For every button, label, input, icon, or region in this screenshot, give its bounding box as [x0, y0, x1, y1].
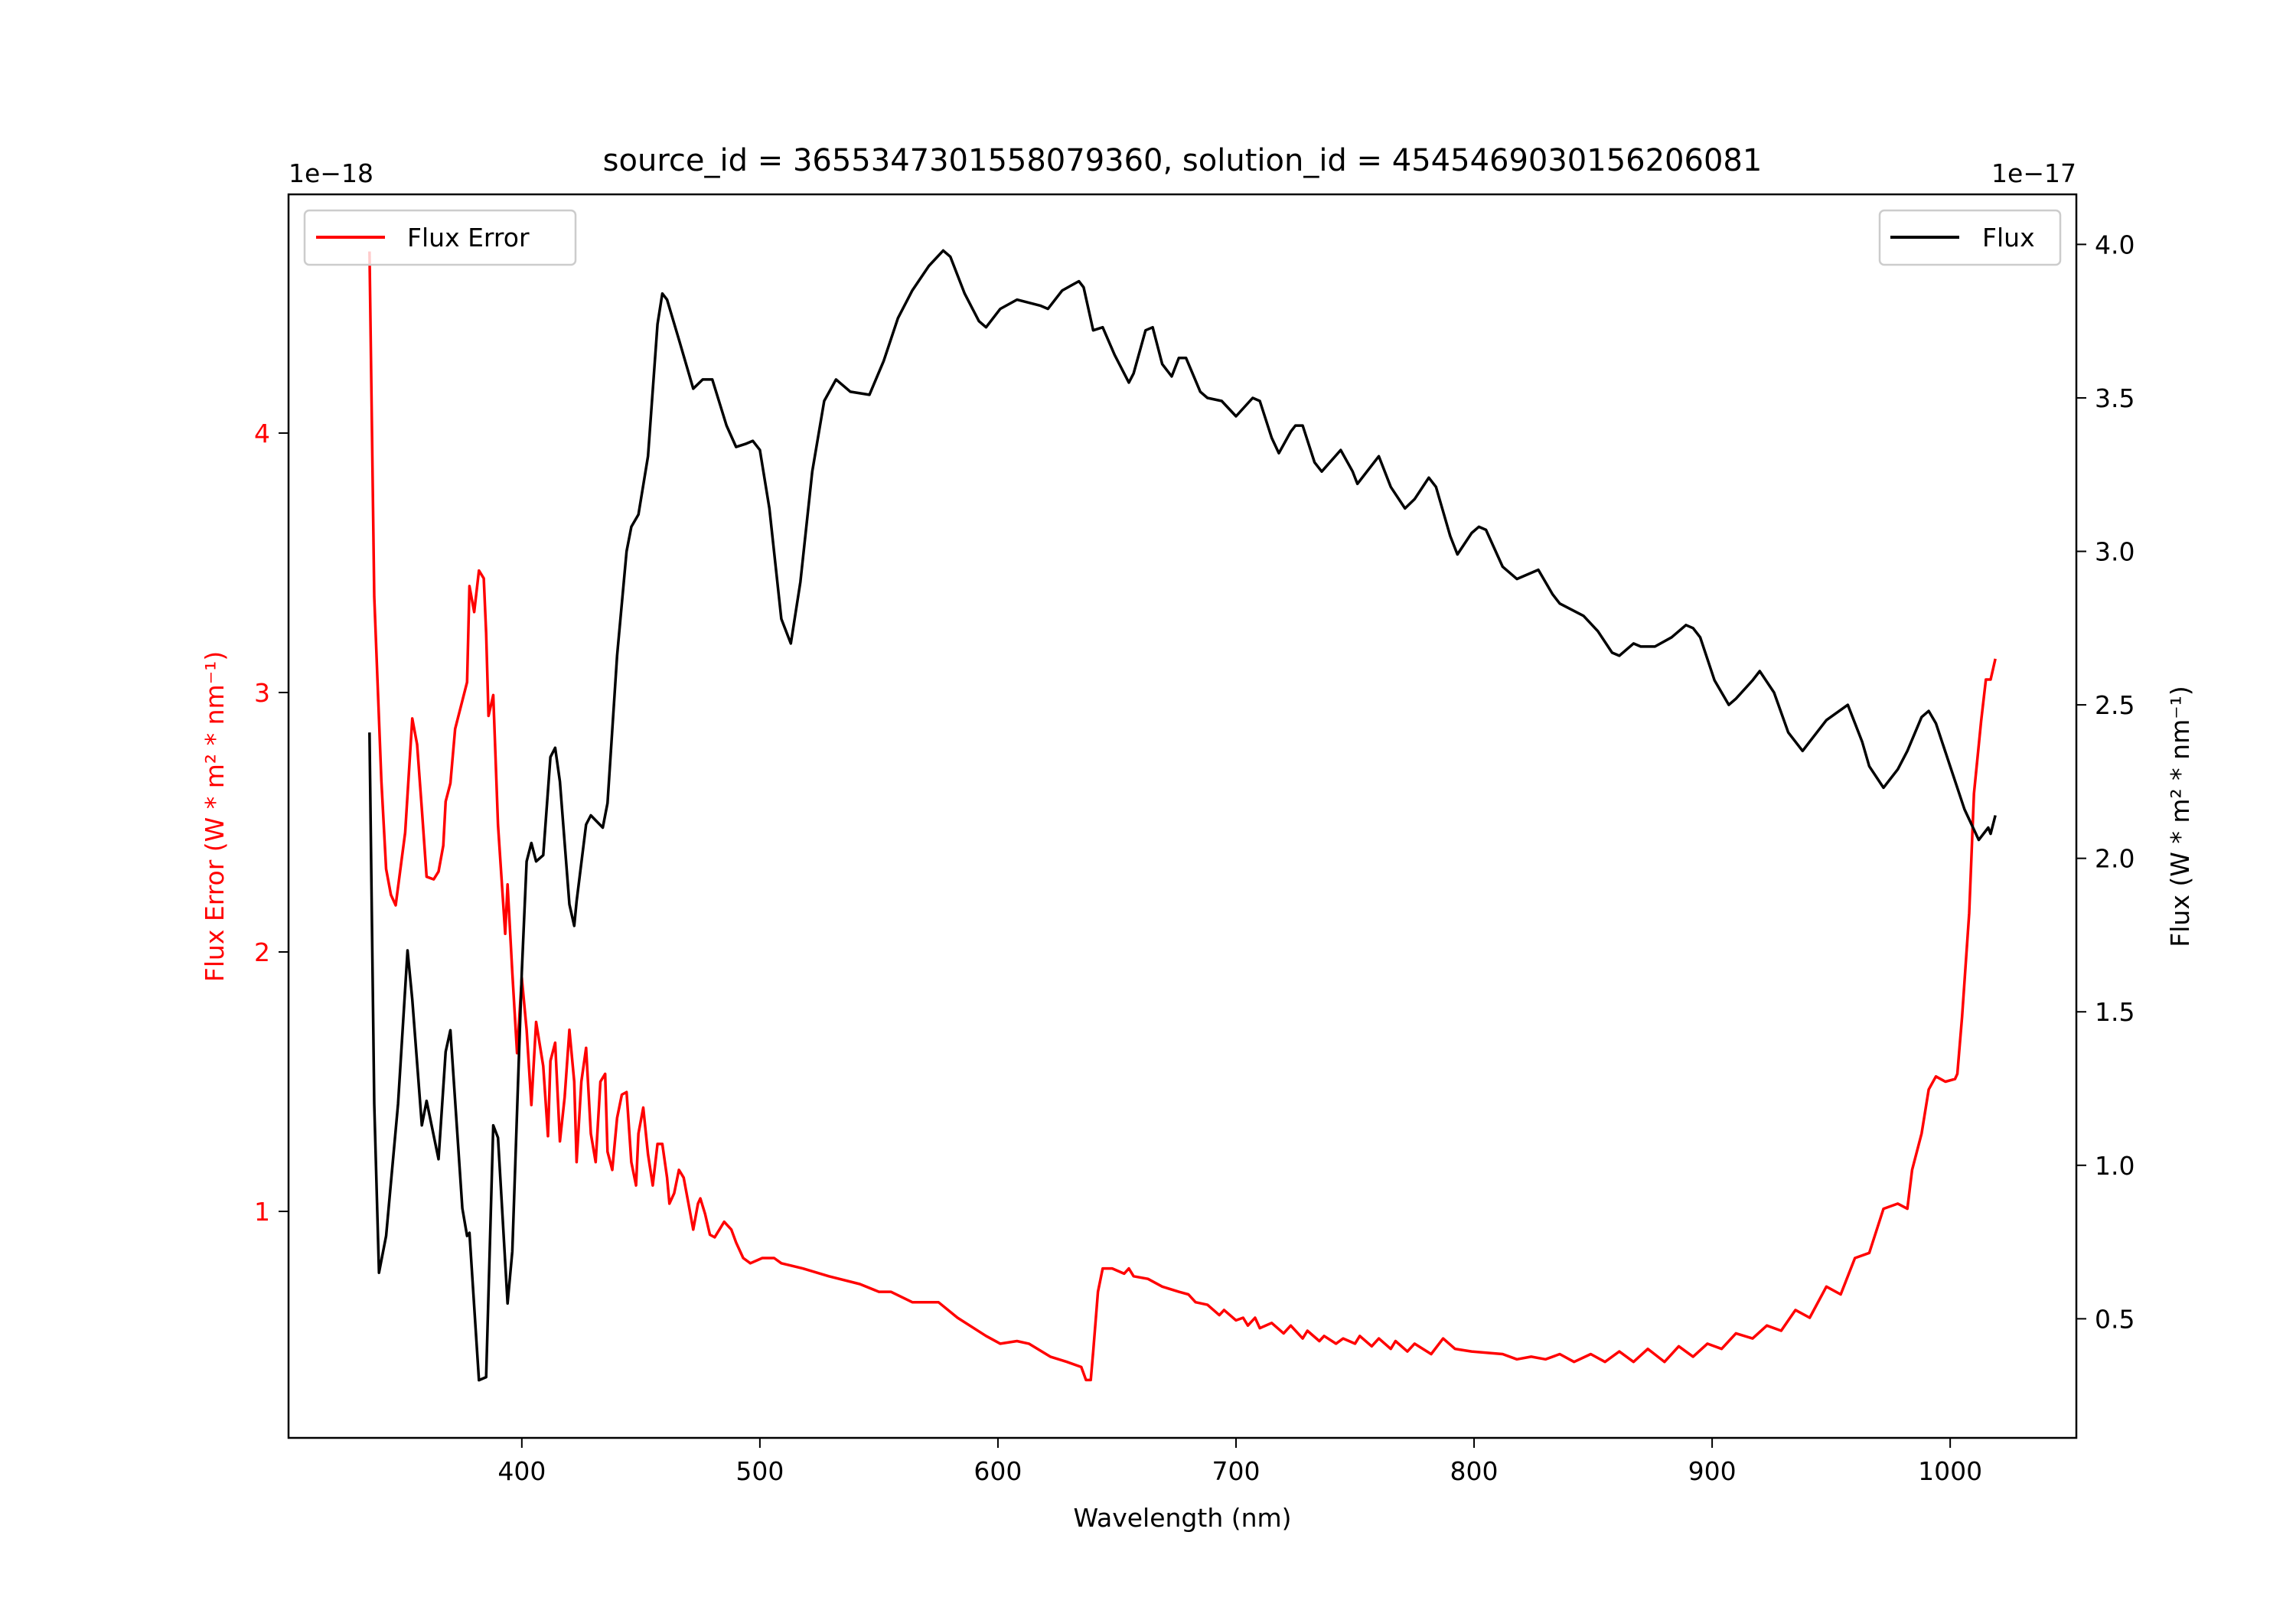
x-tick-label: 1000: [1918, 1456, 1982, 1486]
legend-box: [303, 209, 577, 266]
right-y-tick-label: 3.5: [2095, 383, 2135, 413]
left-offset-label: 1e−18: [289, 158, 373, 188]
legend-flux: Flux: [1878, 209, 2062, 266]
legend-flux-error: Flux Error: [303, 209, 577, 266]
left-y-axis-label: Flux Error (W * m² * nm⁻¹): [200, 651, 230, 982]
right-y-tick-label: 1.5: [2095, 997, 2135, 1027]
ticks: 400 500 600 700 800 900 1000 1 2 3 4 0.5 1.0 1.5 2.0 2.…: [254, 230, 2135, 1486]
x-axis-label: Wavelength (nm): [1073, 1503, 1291, 1533]
series-line-flux: [368, 249, 1997, 1382]
axes-frame: [287, 193, 2078, 1439]
series-line-flux-error: [368, 251, 1997, 1382]
right-y-axis-label: Flux (W * m² * nm⁻¹): [2165, 686, 2195, 947]
right-y-tick-label: 3.0: [2095, 537, 2135, 567]
left-y-tick-label: 3: [254, 678, 270, 708]
x-tick-label: 700: [1212, 1456, 1260, 1486]
chart-title: source_id = 3655347301558079360, solutio…: [603, 143, 1763, 178]
x-tick-label: 500: [735, 1456, 784, 1486]
x-tick-label: 400: [497, 1456, 546, 1486]
x-tick-label: 600: [974, 1456, 1022, 1486]
legend-label-flux-error: Flux Error: [407, 223, 530, 253]
legend-label-flux: Flux: [1982, 223, 2035, 253]
plot-area: [368, 249, 1997, 1382]
right-offset-label: 1e−17: [1991, 158, 2076, 188]
right-y-tick-label: 1.0: [2095, 1151, 2135, 1181]
x-tick-label: 900: [1688, 1456, 1737, 1486]
right-y-tick-label: 0.5: [2095, 1304, 2135, 1334]
left-y-tick-label: 4: [254, 419, 270, 448]
left-y-tick-label: 1: [254, 1197, 270, 1227]
legend-box: [1878, 209, 2062, 266]
right-y-tick-label: 4.0: [2095, 230, 2135, 259]
right-y-tick-label: 2.0: [2095, 844, 2135, 874]
left-y-tick-label: 2: [254, 937, 270, 967]
right-y-tick-label: 2.5: [2095, 690, 2135, 720]
x-tick-label: 800: [1450, 1456, 1499, 1486]
